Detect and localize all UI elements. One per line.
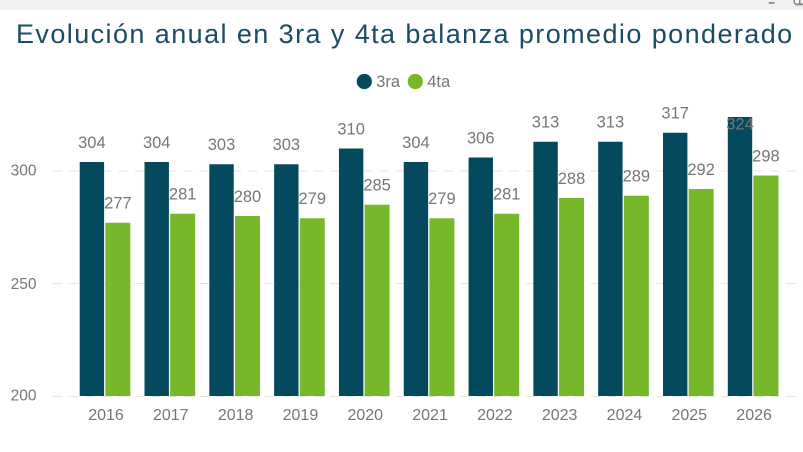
svg-text:313: 313 — [532, 114, 560, 132]
svg-text:2017: 2017 — [153, 407, 189, 424]
svg-text:2021: 2021 — [412, 407, 448, 424]
svg-text:3ra: 3ra — [376, 73, 401, 91]
svg-text:277: 277 — [104, 195, 132, 213]
svg-text:2018: 2018 — [218, 407, 254, 424]
svg-text:250: 250 — [11, 276, 37, 293]
svg-text:2016: 2016 — [88, 407, 124, 424]
svg-text:200: 200 — [11, 388, 37, 405]
svg-text:298: 298 — [752, 147, 780, 165]
svg-text:279: 279 — [299, 190, 327, 208]
svg-text:2019: 2019 — [283, 407, 319, 424]
svg-text:303: 303 — [273, 136, 301, 154]
svg-text:304: 304 — [402, 134, 430, 152]
svg-text:2026: 2026 — [736, 407, 772, 424]
svg-text:303: 303 — [208, 136, 236, 154]
svg-text:281: 281 — [493, 186, 521, 204]
svg-text:300: 300 — [11, 163, 37, 180]
svg-text:280: 280 — [234, 188, 262, 206]
svg-text:292: 292 — [687, 161, 715, 179]
svg-text:Evolución anual en 3ra y 4ta b: Evolución anual en 3ra y 4ta balanza pro… — [16, 19, 794, 49]
svg-text:289: 289 — [623, 168, 651, 186]
svg-text:285: 285 — [363, 177, 391, 195]
svg-text:313: 313 — [597, 114, 625, 132]
svg-text:324: 324 — [726, 115, 754, 133]
svg-text:304: 304 — [78, 134, 106, 152]
svg-text:279: 279 — [428, 190, 456, 208]
svg-text:4ta: 4ta — [427, 73, 451, 91]
svg-text:288: 288 — [558, 170, 586, 188]
svg-text:2024: 2024 — [607, 407, 643, 424]
svg-text:281: 281 — [169, 186, 197, 204]
svg-text:2020: 2020 — [347, 407, 383, 424]
svg-text:310: 310 — [337, 120, 365, 138]
svg-text:2022: 2022 — [477, 407, 513, 424]
svg-text:2025: 2025 — [671, 407, 707, 424]
svg-text:2023: 2023 — [542, 407, 578, 424]
svg-text:306: 306 — [467, 129, 495, 147]
svg-text:317: 317 — [661, 105, 689, 123]
svg-text:304: 304 — [143, 134, 171, 152]
